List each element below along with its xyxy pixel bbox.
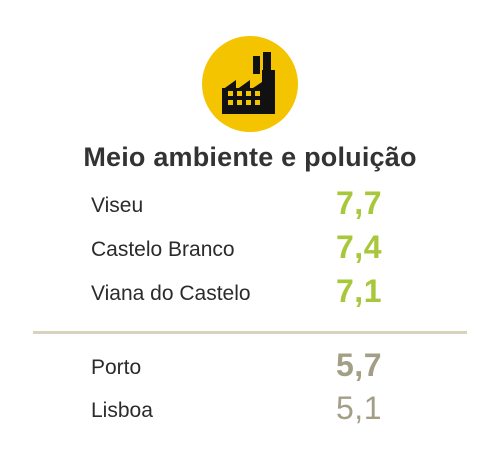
ranking-row: Viana do Castelo 7,1 bbox=[0, 273, 500, 317]
city-name: Viana do Castelo bbox=[91, 282, 251, 305]
city-name: Lisboa bbox=[91, 399, 153, 422]
ranking-row: Porto 5,7 bbox=[0, 347, 500, 391]
city-name: Porto bbox=[91, 356, 142, 379]
ranking-row: Viseu 7,7 bbox=[0, 185, 500, 229]
city-name: Viseu bbox=[91, 194, 144, 217]
city-name: Castelo Branco bbox=[91, 238, 235, 261]
city-score: 7,4 bbox=[336, 229, 382, 265]
city-score: 7,1 bbox=[336, 273, 382, 309]
ranking-row: Castelo Branco 7,4 bbox=[0, 229, 500, 273]
section-title: Meio ambiente e poluição bbox=[83, 142, 417, 172]
factory-icon bbox=[222, 52, 275, 114]
city-score: 5,1 bbox=[336, 390, 382, 426]
factory-icon-badge bbox=[202, 36, 298, 132]
city-score: 5,7 bbox=[336, 347, 382, 383]
ranking-row: Lisboa 5,1 bbox=[0, 390, 500, 434]
divider bbox=[33, 331, 467, 334]
city-score: 7,7 bbox=[336, 185, 382, 221]
